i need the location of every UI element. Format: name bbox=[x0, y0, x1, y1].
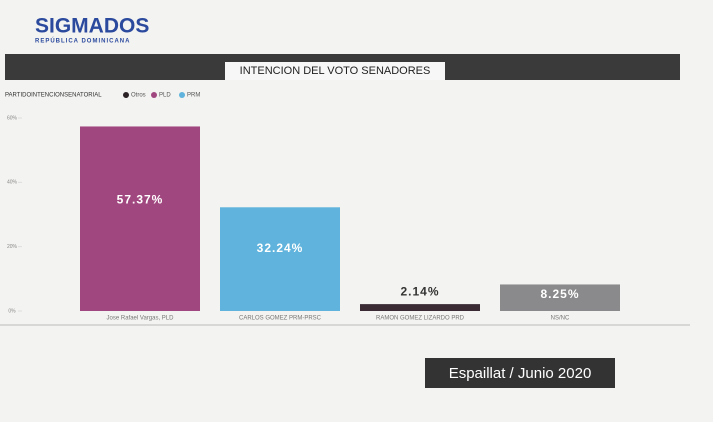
footer-box bbox=[425, 358, 615, 388]
legend-label: Otros bbox=[131, 93, 146, 99]
bar bbox=[80, 126, 200, 311]
legend-label: PLD bbox=[159, 93, 171, 99]
x-tick-label: CARLOS GOMEZ PRM-PRSC bbox=[239, 316, 322, 322]
y-tick-label: 60% bbox=[7, 115, 18, 121]
value-label: 57.37% bbox=[117, 192, 164, 206]
legend-title: PARTIDOINTENCIONSENATORIAL bbox=[5, 93, 102, 99]
x-tick-label: Jose Rafael Vargas, PLD bbox=[107, 316, 175, 322]
bar bbox=[220, 207, 340, 311]
y-tick-label: 40% bbox=[7, 180, 18, 186]
legend-swatch bbox=[179, 92, 185, 98]
value-label: 32.24% bbox=[257, 241, 304, 255]
footer: Espaillat / Junio 2020 bbox=[449, 365, 592, 382]
legend-label: PRM bbox=[187, 93, 200, 99]
bar bbox=[360, 304, 480, 311]
y-tick-label: 0% bbox=[8, 308, 16, 314]
legend-swatch bbox=[123, 92, 129, 98]
legend-swatch bbox=[151, 92, 157, 98]
brand-name: SIGMADOS bbox=[35, 15, 149, 38]
title-box bbox=[225, 62, 445, 80]
chart-title: INTENCION DEL VOTO SENADORES bbox=[240, 65, 431, 77]
y-tick-label: 20% bbox=[7, 244, 18, 250]
bar bbox=[500, 284, 620, 311]
value-label: 8.25% bbox=[540, 287, 579, 301]
brand-tagline: REPÚBLICA DOMINICANA bbox=[35, 38, 130, 45]
value-label: 2.14% bbox=[400, 284, 439, 298]
x-tick-label: RAMON GOMEZ LIZARDO PRD bbox=[376, 316, 465, 322]
x-tick-label: NS/NC bbox=[551, 316, 570, 322]
